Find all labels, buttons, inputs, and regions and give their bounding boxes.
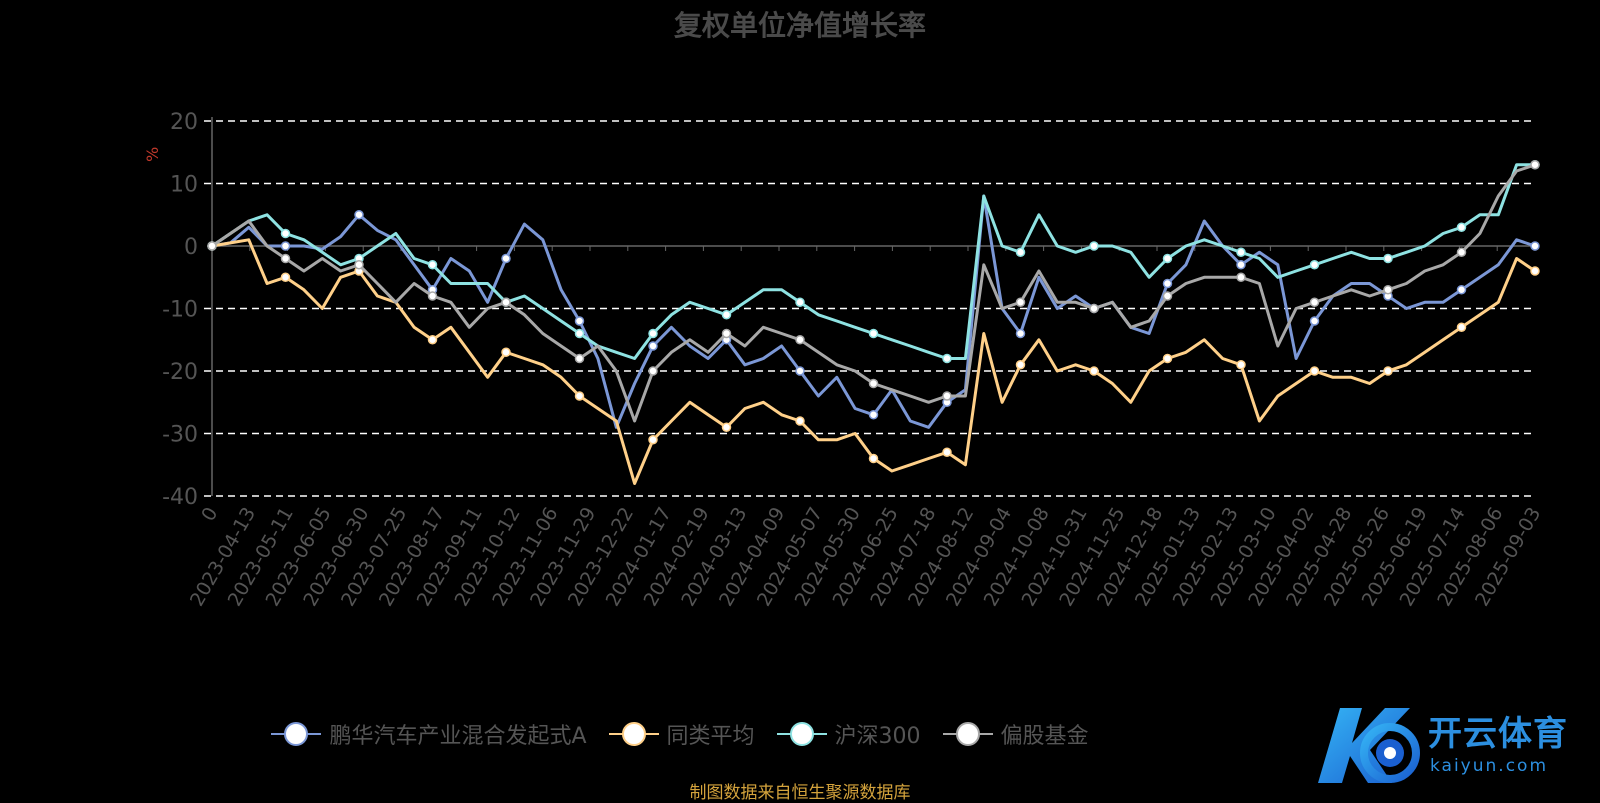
data-point[interactable] [1089,366,1099,376]
data-point[interactable] [280,241,291,251]
data-point[interactable] [574,391,585,401]
data-point[interactable] [1236,360,1246,370]
data-point[interactable] [1236,260,1246,270]
y-tick-label: -30 [162,423,198,448]
data-point[interactable] [942,391,952,401]
data-point[interactable] [501,297,511,307]
series [207,160,1540,485]
data-point[interactable] [648,328,658,339]
y-tick-label: 10 [170,173,198,198]
legend-swatch-icon [776,722,827,746]
series-line [211,238,1536,485]
data-point[interactable] [1162,291,1173,301]
legend-label: 同类平均 [666,724,755,749]
data-point[interactable] [1162,253,1173,264]
legend-swatch-icon [271,722,322,746]
data-point[interactable] [501,253,511,264]
data-point[interactable] [1309,260,1320,270]
data-point[interactable] [574,328,585,339]
data-point[interactable] [1015,247,1026,257]
data-point[interactable] [795,335,805,345]
data-point[interactable] [574,353,585,364]
data-point[interactable] [721,328,732,339]
y-tick-label: 20 [170,110,198,135]
data-point[interactable] [942,353,952,364]
x-tick-labels: 02023-04-132023-05-112023-06-052023-06-3… [186,504,1545,611]
data-point[interactable] [280,228,291,239]
data-point[interactable] [280,272,291,282]
legend-label: 偏股基金 [1000,724,1089,749]
legend-swatch-icon [942,722,993,746]
data-point[interactable] [207,241,217,251]
data-point[interactable] [1162,278,1173,289]
y-tick-label: -40 [162,485,198,510]
data-point[interactable] [721,422,732,432]
line-chart: 20 10 0 -10 -20 -30 -40 02023-04-132023-05-112… [143,110,1545,611]
y-tick-label: -20 [162,360,198,385]
data-point[interactable] [868,453,879,464]
x-tick-label: 0 [197,504,222,525]
data-point[interactable] [1383,285,1393,295]
data-point[interactable] [1456,322,1467,332]
data-point[interactable] [501,347,511,357]
logo-mark-icon [1318,708,1420,783]
data-point[interactable] [1309,316,1320,326]
data-point[interactable] [1089,241,1099,251]
data-point[interactable] [868,410,879,420]
legend-item[interactable]: 沪深300 [776,718,921,750]
data-point[interactable] [721,310,732,320]
logo-subtext: kaiyun.com [1430,756,1549,776]
y-tick-label: -10 [162,298,198,323]
data-point[interactable] [1383,366,1393,376]
data-point[interactable] [1089,303,1099,314]
data-point[interactable] [1162,353,1173,364]
data-point[interactable] [1309,297,1320,307]
chart-title: 复权单位净值增长率 [673,9,926,42]
data-point[interactable] [795,366,805,376]
series-line [211,194,1536,429]
y-tick-labels: 20 10 0 -10 -20 -30 -40 [162,110,198,510]
data-point[interactable] [354,260,364,270]
y-axis-label: % [143,147,162,162]
data-point[interactable] [1309,366,1320,376]
data-point[interactable] [1530,241,1540,251]
legend-label: 鹏华汽车产业混合发起式A [329,724,587,749]
grid [204,120,1535,497]
logo-text: 开云体育 [1428,714,1568,754]
y-tick-label: 0 [184,235,198,260]
data-point[interactable] [868,328,879,339]
data-point[interactable] [1015,297,1026,307]
data-point[interactable] [1236,272,1246,282]
data-point[interactable] [648,366,658,376]
legend: 鹏华汽车产业混合发起式A 同类平均 沪深300 偏股基金 [0,718,1600,750]
data-point[interactable] [427,260,438,270]
data-point[interactable] [795,297,805,307]
data-point[interactable] [427,335,438,345]
data-point[interactable] [1456,222,1467,232]
data-point[interactable] [1456,247,1467,257]
data-point[interactable] [648,435,658,445]
data-point[interactable] [795,416,805,426]
legend-item[interactable]: 鹏华汽车产业混合发起式A [271,718,587,750]
data-point[interactable] [1530,160,1540,170]
data-point[interactable] [1015,360,1026,370]
data-point[interactable] [868,378,879,389]
data-point[interactable] [1236,247,1246,257]
data-point[interactable] [1456,285,1467,295]
legend-label: 沪深300 [834,724,921,749]
axes [211,117,1536,496]
data-point[interactable] [427,291,438,301]
legend-swatch-icon [608,722,659,746]
legend-item[interactable]: 偏股基金 [942,718,1089,750]
data-point[interactable] [1530,266,1540,276]
data-point[interactable] [942,447,952,457]
data-point[interactable] [574,316,585,326]
data-point[interactable] [354,210,364,220]
legend-item[interactable]: 同类平均 [608,718,755,750]
data-point[interactable] [280,253,291,264]
data-point[interactable] [1015,328,1026,339]
source-note: 制图数据来自恒生聚源数据库 [689,783,911,803]
data-point[interactable] [1383,253,1393,264]
data-point[interactable] [648,341,658,351]
